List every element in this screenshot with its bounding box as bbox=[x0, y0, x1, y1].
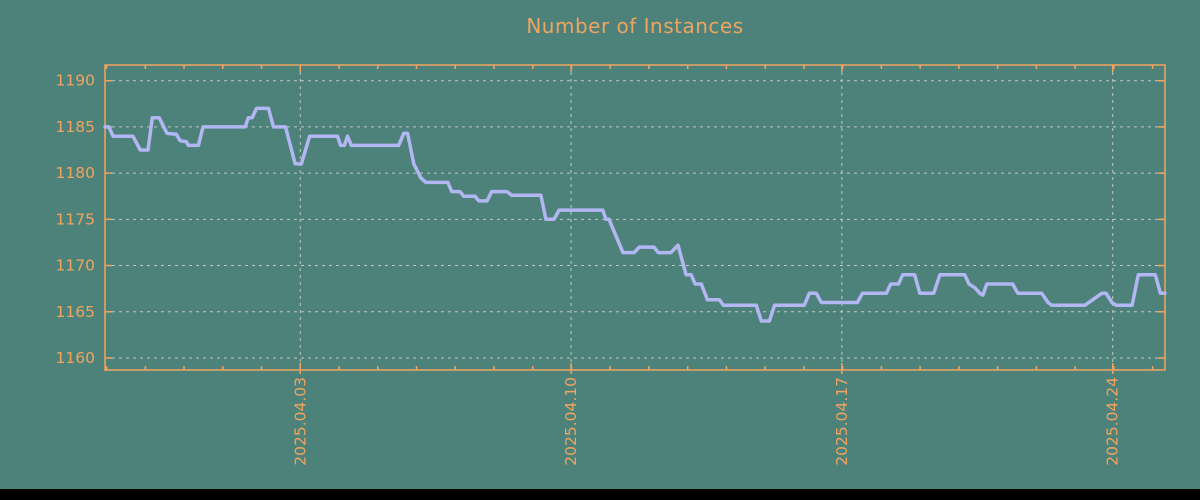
y-tick-label: 1190 bbox=[56, 72, 95, 90]
x-tick-label: 2025.04.17 bbox=[833, 377, 851, 466]
bottom-black-bar bbox=[0, 489, 1200, 500]
plot-frame bbox=[104, 64, 1166, 371]
y-tick-label: 1180 bbox=[56, 164, 95, 182]
y-tick-label: 1160 bbox=[56, 349, 95, 367]
x-tick-label: 2025.04.24 bbox=[1104, 377, 1122, 466]
y-tick-label: 1165 bbox=[56, 303, 95, 321]
x-tick-label: 2025.04.10 bbox=[562, 377, 580, 466]
chart-title: Number of Instances bbox=[526, 14, 744, 38]
series-line-instances bbox=[103, 106, 1167, 323]
y-tick-label: 1170 bbox=[56, 257, 95, 275]
y-tick-label: 1175 bbox=[56, 210, 95, 228]
x-tick-label: 2025.04.03 bbox=[291, 377, 309, 466]
y-tick-label: 1185 bbox=[56, 118, 95, 136]
